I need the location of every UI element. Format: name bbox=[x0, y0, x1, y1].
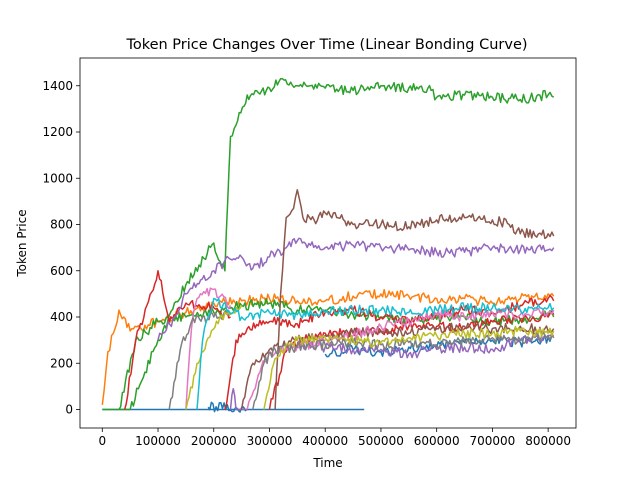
chart-title: Token Price Changes Over Time (Linear Bo… bbox=[125, 37, 527, 53]
x-axis-title: Time bbox=[312, 456, 342, 470]
y-tick-label: 200 bbox=[50, 356, 73, 370]
series-line bbox=[240, 322, 555, 410]
y-tick-label: 600 bbox=[50, 264, 73, 278]
y-tick-label: 1000 bbox=[42, 171, 73, 185]
series-line bbox=[118, 297, 555, 410]
series-line bbox=[263, 325, 555, 410]
x-tick-label: 600000 bbox=[414, 434, 460, 448]
y-tick-label: 800 bbox=[50, 218, 73, 232]
y-axis-title: Token Price bbox=[15, 209, 29, 277]
series-line bbox=[157, 237, 555, 341]
x-tick-label: 300000 bbox=[247, 434, 293, 448]
x-tick-label: 200000 bbox=[191, 434, 237, 448]
series-line bbox=[207, 401, 248, 413]
y-tick-label: 0 bbox=[65, 403, 73, 417]
series-line bbox=[196, 297, 555, 410]
y-tick-label: 1200 bbox=[42, 125, 73, 139]
axes-layer: 0 100000 200000 300000 400000 500000 600000 700… bbox=[42, 79, 571, 448]
x-tick-label: 700000 bbox=[469, 434, 515, 448]
x-tick-label: 500000 bbox=[358, 434, 404, 448]
x-tick-label: 400000 bbox=[302, 434, 348, 448]
series-line bbox=[229, 387, 248, 411]
series-line bbox=[296, 332, 555, 359]
series-line bbox=[185, 287, 232, 410]
series-line bbox=[268, 310, 555, 410]
series-layer bbox=[101, 77, 555, 413]
series-line bbox=[324, 334, 554, 358]
series-line bbox=[274, 189, 555, 410]
x-tick-label: 100000 bbox=[135, 434, 181, 448]
plot-frame bbox=[79, 57, 577, 429]
x-tick-label: 0 bbox=[98, 434, 106, 448]
x-tick-label: 800000 bbox=[525, 434, 571, 448]
y-tick-label: 400 bbox=[50, 310, 73, 324]
series-line bbox=[102, 77, 555, 411]
y-tick-label: 1400 bbox=[42, 79, 73, 93]
